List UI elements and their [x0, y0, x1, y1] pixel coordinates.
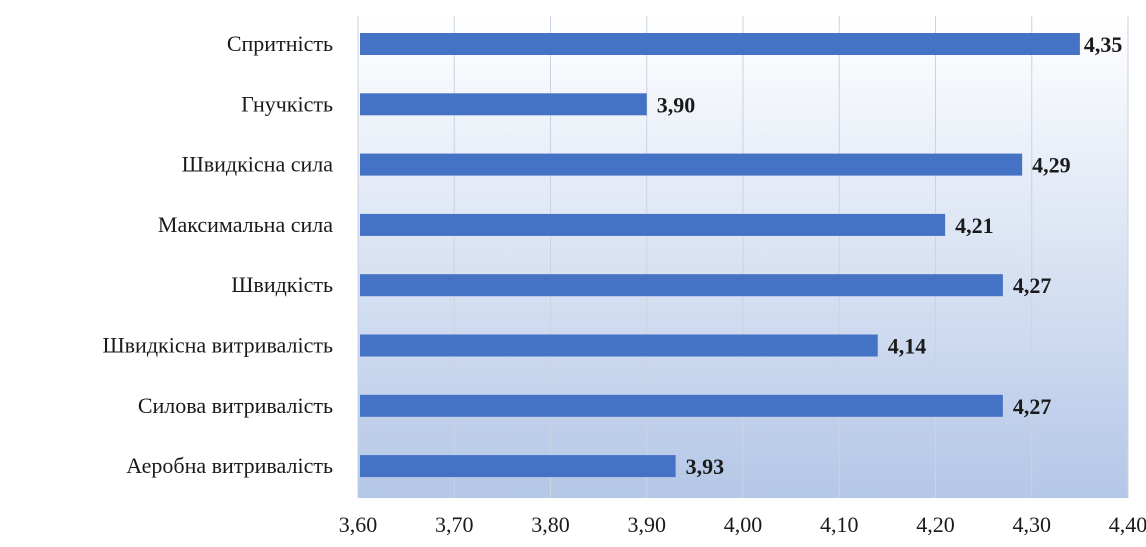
data-label: 3,90: [657, 92, 696, 117]
category-label: Швидкісна сила: [182, 152, 334, 177]
category-label: Швидкісна витривалість: [102, 333, 333, 358]
bar: [360, 274, 1003, 297]
bar: [360, 455, 676, 478]
category-label: Гнучкість: [241, 91, 333, 116]
bar: [360, 394, 1003, 417]
x-tick-label: 4,10: [820, 512, 859, 537]
x-axis-tick-labels: 3,60 3,70 3,80 3,90 4,00 4,10 4,20 4,30 4,40: [339, 512, 1146, 537]
bar: [360, 153, 1023, 176]
data-label: 4,29: [1032, 153, 1071, 178]
x-tick-label: 4,00: [724, 512, 763, 537]
category-label: Силова витривалість: [138, 393, 333, 418]
category-labels: Спритність Гнучкість Швидкісна сила Максима…: [102, 31, 333, 478]
data-labels: 4,35 3,90 4,29 4,21 4,27 4,14 4,27 3,93: [657, 32, 1123, 479]
bar: [360, 93, 647, 116]
category-label: Аеробна витривалість: [126, 453, 333, 478]
x-tick-label: 4,20: [916, 512, 955, 537]
data-label: 3,93: [686, 454, 725, 479]
category-label: Спритність: [227, 31, 333, 56]
x-tick-label: 3,60: [339, 512, 378, 537]
x-tick-label: 3,90: [628, 512, 667, 537]
category-label: Швидкість: [231, 272, 333, 297]
x-tick-label: 3,80: [531, 512, 570, 537]
data-label: 4,27: [1013, 273, 1052, 298]
bars: [360, 33, 1080, 478]
data-label: 4,21: [955, 213, 994, 238]
bar: [360, 334, 878, 357]
bar: [360, 33, 1080, 55]
data-label: 4,14: [888, 334, 927, 359]
x-tick-label: 4,30: [1013, 512, 1052, 537]
category-label: Максимальна сила: [158, 212, 333, 237]
data-label: 4,27: [1013, 394, 1052, 419]
data-label: 4,35: [1084, 32, 1123, 57]
bar: [360, 213, 946, 236]
x-tick-label: 3,70: [435, 512, 474, 537]
x-tick-label: 4,40: [1109, 512, 1146, 537]
